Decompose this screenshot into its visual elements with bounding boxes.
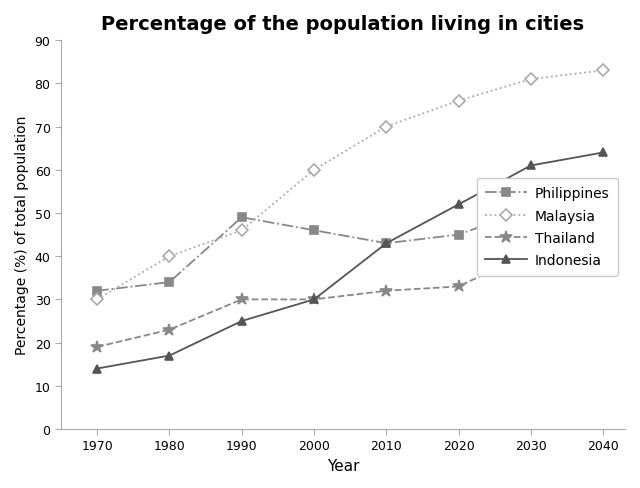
Indonesia xyxy=(455,202,463,208)
Philippines xyxy=(383,241,390,246)
Indonesia xyxy=(527,163,535,169)
Malaysia xyxy=(383,124,390,130)
Philippines xyxy=(527,206,535,212)
Thailand xyxy=(166,327,173,333)
Legend: Philippines, Malaysia, Thailand, Indonesia: Philippines, Malaysia, Thailand, Indones… xyxy=(477,179,618,276)
Philippines xyxy=(310,228,318,234)
Philippines xyxy=(600,185,607,191)
Thailand xyxy=(383,288,390,294)
Indonesia xyxy=(383,241,390,246)
Indonesia xyxy=(166,353,173,359)
Philippines xyxy=(166,280,173,285)
Malaysia xyxy=(238,228,246,234)
Line: Indonesia: Indonesia xyxy=(93,149,607,373)
Indonesia xyxy=(600,150,607,156)
X-axis label: Year: Year xyxy=(327,458,359,473)
Line: Philippines: Philippines xyxy=(93,183,607,295)
Thailand xyxy=(600,211,607,217)
Malaysia xyxy=(93,297,101,303)
Malaysia xyxy=(600,68,607,74)
Title: Percentage of the population living in cities: Percentage of the population living in c… xyxy=(101,15,584,34)
Line: Thailand: Thailand xyxy=(91,207,609,353)
Philippines xyxy=(455,232,463,238)
Philippines xyxy=(238,215,246,221)
Thailand xyxy=(527,249,535,255)
Malaysia xyxy=(310,167,318,173)
Malaysia xyxy=(527,77,535,83)
Thailand xyxy=(93,344,101,350)
Philippines xyxy=(93,288,101,294)
Y-axis label: Percentage (%) of total population: Percentage (%) of total population xyxy=(15,116,29,354)
Line: Malaysia: Malaysia xyxy=(93,67,607,304)
Thailand xyxy=(238,297,246,303)
Thailand xyxy=(455,284,463,290)
Indonesia xyxy=(93,366,101,372)
Malaysia xyxy=(455,99,463,104)
Malaysia xyxy=(166,254,173,260)
Thailand xyxy=(310,297,318,303)
Indonesia xyxy=(238,318,246,324)
Indonesia xyxy=(310,297,318,303)
